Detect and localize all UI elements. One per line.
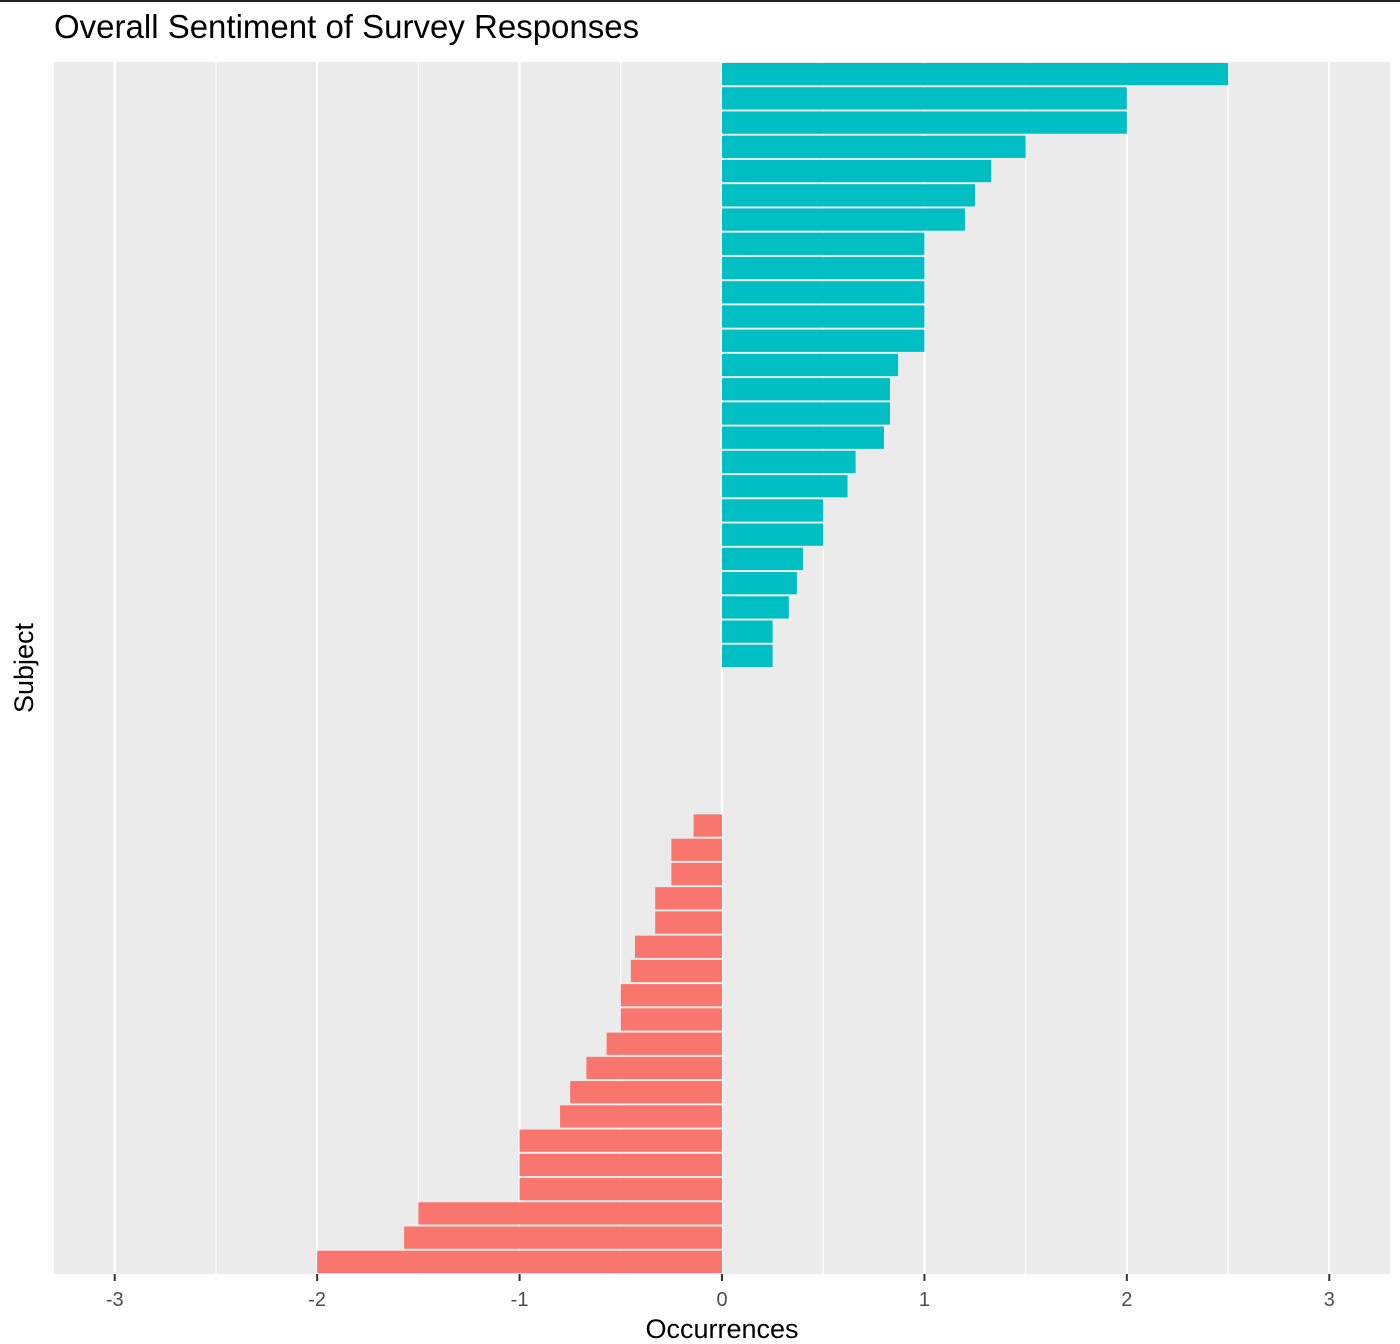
bar-positive (722, 572, 797, 595)
bar-negative (560, 1105, 722, 1128)
bar-positive (722, 402, 891, 425)
bar-positive (722, 135, 1026, 158)
bar-positive (722, 87, 1127, 110)
bar-negative (606, 1032, 722, 1055)
bar-positive (722, 450, 856, 474)
bar-negative (620, 984, 722, 1007)
bar-positive (722, 184, 976, 207)
bar-negative (519, 1129, 722, 1152)
bar-positive (722, 329, 925, 352)
x-tick-label: 0 (716, 1289, 727, 1311)
bar-positive (722, 475, 848, 498)
bar-negative (586, 1056, 722, 1080)
bar-positive (722, 378, 891, 401)
top-border (0, 0, 1400, 2)
bar-positive (722, 499, 824, 522)
bar-positive (722, 353, 899, 377)
bar-negative (630, 959, 722, 983)
bar-positive (722, 523, 824, 546)
bars (317, 63, 1229, 1273)
x-tick-label: -1 (511, 1289, 529, 1311)
x-tick-label: 3 (1324, 1289, 1335, 1311)
x-axis-title: Occurrences (645, 1314, 798, 1344)
bar-positive (722, 111, 1127, 134)
bar-negative (671, 862, 722, 886)
bar-positive (722, 208, 965, 231)
bar-positive (722, 644, 773, 667)
bar-negative (317, 1250, 722, 1273)
chart-title: Overall Sentiment of Survey Responses (54, 8, 640, 45)
bar-negative (655, 911, 722, 934)
x-tick-label: 2 (1121, 1289, 1132, 1311)
bar-positive (722, 426, 884, 449)
bar-negative (404, 1226, 722, 1249)
bar-positive (722, 620, 773, 643)
bar-positive (722, 596, 789, 619)
bar-positive (722, 305, 925, 328)
bar-negative (620, 1008, 722, 1031)
bar-positive (722, 63, 1229, 86)
bar-positive (722, 281, 925, 304)
bar-negative (570, 1081, 722, 1104)
x-ticks: -3 -2 -1 0 1 2 3 (106, 1274, 1335, 1311)
x-tick-label: 1 (919, 1289, 930, 1311)
bar-negative (519, 1178, 722, 1201)
y-axis-title: Subject (9, 622, 39, 713)
bar-negative (418, 1202, 722, 1225)
bar-negative (655, 887, 722, 910)
bar-negative (634, 935, 722, 958)
x-tick-label: -2 (308, 1289, 326, 1311)
bar-negative (693, 814, 722, 837)
x-tick-label: -3 (106, 1289, 124, 1311)
bar-positive (722, 256, 925, 280)
bar-positive (722, 547, 803, 571)
bar-negative (671, 838, 722, 861)
bar-negative (519, 1153, 722, 1177)
bar-positive (722, 159, 992, 183)
bar-positive (722, 232, 925, 255)
